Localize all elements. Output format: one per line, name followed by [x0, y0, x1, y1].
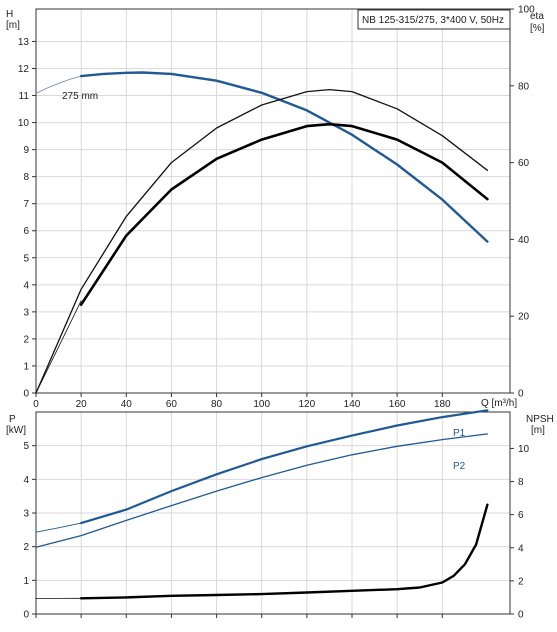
top-y-left-unit-m: [m]: [6, 20, 20, 31]
bottom-y-right-tick-label: 4: [518, 543, 524, 554]
top-y-left-tick-label: 11: [19, 91, 30, 102]
top-y-right-tick-label: 100: [518, 5, 535, 16]
top-series-eta2: [81, 124, 487, 305]
top-x-tick-label: 40: [121, 399, 133, 410]
top-x-tick-label: 100: [253, 399, 270, 410]
top-x-tick-label: 120: [299, 399, 316, 410]
series-label-p2: P2: [453, 461, 466, 472]
bottom-y-right-tick-label: 8: [518, 477, 524, 488]
bottom-y-left-tick-label: 2: [23, 542, 29, 553]
top-y-left-tick-label: 8: [23, 172, 29, 183]
top-series-eta2_ext: [36, 301, 81, 393]
bottom-y-left-label-p: P: [9, 414, 16, 425]
top-y-right-tick-label: 40: [518, 235, 530, 246]
top-y-left-tick-label: 10: [18, 118, 30, 129]
top-y-right-tick-label: 0: [518, 389, 524, 400]
bottom-y-right-tick-label: 10: [518, 444, 530, 455]
top-y-left-tick-label: 9: [23, 145, 29, 156]
bottom-y-left-tick-label: 0: [23, 610, 29, 621]
bottom-y-right-unit-m: [m]: [531, 425, 545, 436]
top-y-left-tick-label: 4: [23, 280, 29, 291]
x-axis-label: Q [m³/h]: [481, 398, 517, 409]
top-y-left-label-h: H: [6, 9, 13, 20]
bottom-y-right-label-npsh: NPSH: [526, 414, 554, 425]
top-x-tick-label: 0: [33, 399, 39, 410]
top-y-left-tick-label: 6: [23, 226, 29, 237]
bottom-series-p1: [81, 410, 487, 523]
top-y-left-tick-label: 5: [23, 253, 29, 264]
top-y-left-tick-label: 7: [23, 199, 29, 210]
top-x-tick-label: 160: [389, 399, 406, 410]
top-y-left-tick-label: 0: [23, 389, 29, 400]
top-x-tick-label: 80: [211, 399, 223, 410]
top-x-tick-label: 60: [166, 399, 178, 410]
bottom-series-npsh: [81, 505, 487, 599]
chart-title: NB 125-315/275, 3*400 V, 50Hz: [362, 15, 504, 26]
top-y-left-tick-label: 1: [23, 361, 29, 372]
top-y-left-tick-label: 3: [23, 307, 29, 318]
top-y-right-tick-label: 20: [518, 312, 530, 323]
top-y-left-tick-label: 12: [18, 64, 30, 75]
bottom-y-right-tick-label: 6: [518, 510, 524, 521]
top-x-tick-label: 20: [76, 399, 88, 410]
bottom-y-right-tick-label: 2: [518, 576, 524, 587]
bottom-y-left-unit-kw: [kW]: [6, 425, 26, 436]
bottom-y-left-tick-label: 4: [23, 475, 29, 486]
top-y-left-tick-label: 2: [23, 334, 29, 345]
top-x-tick-label: 140: [344, 399, 361, 410]
top-y-right-tick-label: 60: [518, 158, 530, 169]
top-x-tick-label: 180: [434, 399, 451, 410]
top-y-right-unit-percent: [%]: [530, 23, 545, 34]
top-plot-frame: [36, 9, 510, 393]
bottom-y-left-tick-label: 1: [23, 576, 29, 587]
top-y-right-tick-label: 80: [518, 81, 530, 92]
bottom-y-left-tick-label: 5: [23, 441, 29, 452]
bottom-series-p1_ext: [36, 523, 81, 532]
bottom-y-right-tick-label: 0: [518, 610, 524, 621]
impeller-diameter-label: 275 mm: [62, 91, 98, 102]
bottom-y-left-tick-label: 3: [23, 509, 29, 520]
top-y-left-tick-label: 13: [18, 37, 30, 48]
